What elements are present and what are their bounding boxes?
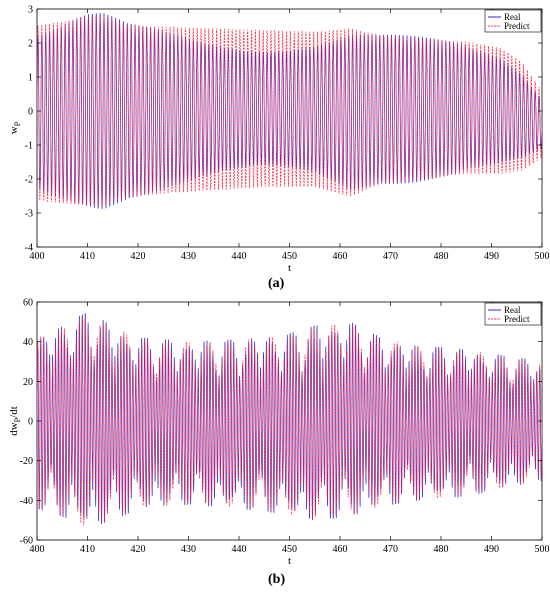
x-tick-label: 500 xyxy=(535,544,550,555)
x-tick-label: 480 xyxy=(434,251,449,262)
y-tick-label: 0 xyxy=(28,417,33,428)
chart-panel-a: 400 410 420 430 440 450 460 470 480 490 500 -4 -3 -2 -… xyxy=(8,5,550,275)
legend-label-predict: Predict xyxy=(504,21,530,31)
x-tick-label: 440 xyxy=(232,251,247,262)
panel-label-a: (a) xyxy=(268,276,285,291)
legend-label-real: Real xyxy=(504,12,521,22)
chart-panel-b: 400 410 420 430 440 450 460 470 480 490 500-60-40-… xyxy=(8,298,550,568)
x-tick-label: 500 xyxy=(535,251,550,262)
y-tick-label: -2 xyxy=(25,175,33,186)
x-tick-label: 490 xyxy=(484,251,499,262)
y-tick-label: -3 xyxy=(25,209,33,220)
x-tick-label: 400 xyxy=(30,544,45,555)
y-tick-label: 60 xyxy=(23,298,33,309)
x-tick-label: 450 xyxy=(282,251,297,262)
x-tick-label: 470 xyxy=(383,251,398,262)
y-tick-label: -1 xyxy=(25,141,33,152)
y-tick-label: -4 xyxy=(25,243,33,254)
x-tick-label: 480 xyxy=(434,544,449,555)
x-tick-label: 460 xyxy=(333,544,348,555)
x-tick-label: 450 xyxy=(282,544,297,555)
x-tick-label: 460 xyxy=(333,251,348,262)
x-tick-label: 430 xyxy=(181,251,196,262)
x-axis-label: t xyxy=(288,555,291,567)
y-axis-label: wP xyxy=(8,121,22,134)
x-tick-label: 440 xyxy=(232,544,247,555)
y-tick-label: -60 xyxy=(20,536,33,547)
y-tick-label: -20 xyxy=(20,456,33,467)
legend-label-real: Real xyxy=(504,305,521,315)
x-tick-label: 490 xyxy=(484,544,499,555)
y-tick-label: -40 xyxy=(20,496,33,507)
x-tick-label: 430 xyxy=(181,544,196,555)
y-tick-label: 0 xyxy=(28,107,33,118)
x-tick-label: 420 xyxy=(131,251,146,262)
y-tick-label: 2 xyxy=(28,39,33,50)
x-tick-label: 410 xyxy=(80,251,95,262)
x-tick-label: 420 xyxy=(131,544,146,555)
y-tick-label: 3 xyxy=(28,5,33,16)
x-tick-label: 470 xyxy=(383,544,398,555)
series-predict-line xyxy=(37,15,542,208)
x-tick-label: 410 xyxy=(80,544,95,555)
x-tick-label: 400 xyxy=(30,251,45,262)
legend-label-predict: Predict xyxy=(504,314,530,324)
x-axis-label: t xyxy=(288,262,291,274)
panel-label-b: (b) xyxy=(268,572,286,587)
series-real-line xyxy=(37,313,542,525)
y-tick-label: 20 xyxy=(23,377,33,388)
y-axis-label: dwP/dt xyxy=(8,406,22,436)
y-tick-label: 40 xyxy=(23,337,33,348)
y-tick-label: 1 xyxy=(28,73,33,84)
